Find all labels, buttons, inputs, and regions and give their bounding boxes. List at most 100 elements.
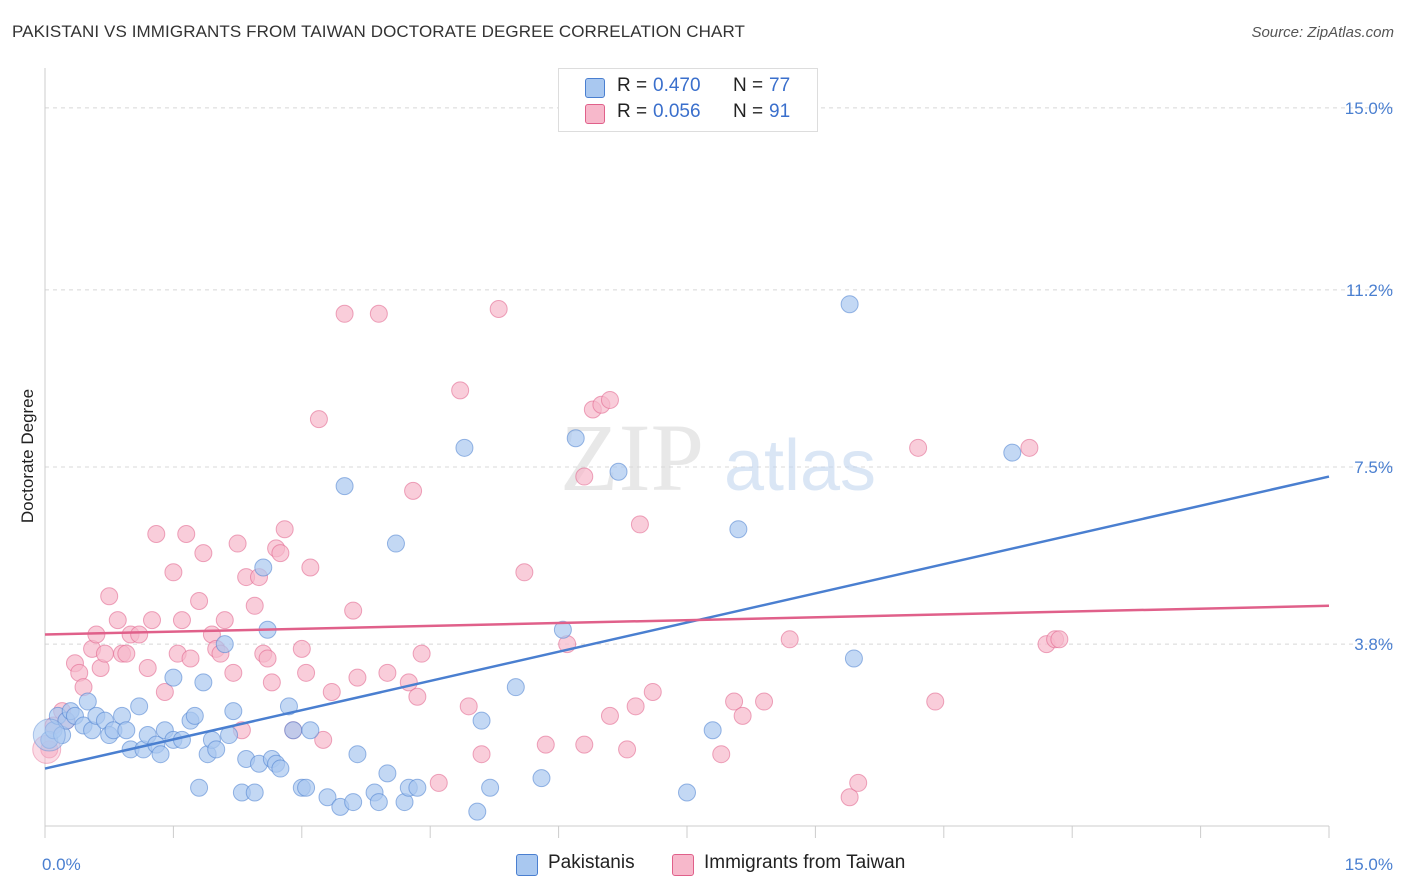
pakistanis-point bbox=[318, 788, 337, 807]
taiwan-point bbox=[630, 515, 649, 534]
taiwan-point bbox=[309, 410, 328, 429]
taiwan-point bbox=[224, 663, 243, 682]
legend-label-taiwan: Immigrants from Taiwan bbox=[704, 852, 906, 873]
taiwan-point bbox=[314, 730, 333, 749]
taiwan-point bbox=[849, 773, 868, 792]
chart-title: PAKISTANI VS IMMIGRANTS FROM TAIWAN DOCT… bbox=[12, 22, 746, 41]
taiwan-point bbox=[780, 630, 799, 649]
taiwan-point bbox=[348, 668, 367, 687]
taiwan-point bbox=[245, 596, 264, 615]
pakistanis-point bbox=[207, 740, 226, 759]
taiwan-point bbox=[335, 304, 354, 323]
x-tick-label: 15.0% bbox=[1345, 855, 1393, 874]
pakistanis-point bbox=[245, 783, 264, 802]
pakistanis-point bbox=[566, 429, 585, 448]
taiwan-point bbox=[95, 644, 114, 663]
legend-r-value: 0.056 bbox=[653, 101, 701, 122]
pakistanis-point bbox=[194, 673, 213, 692]
taiwan-point bbox=[155, 682, 174, 701]
pakistanis-point bbox=[297, 778, 316, 797]
pakistanis-point bbox=[481, 778, 500, 797]
taiwan-point bbox=[262, 673, 281, 692]
pakistanis-point bbox=[215, 635, 234, 654]
legend-r-value: 0.470 bbox=[653, 75, 701, 96]
taiwan-point bbox=[412, 644, 431, 663]
pakistanis-point bbox=[117, 721, 136, 740]
pakistanis-point bbox=[301, 721, 320, 740]
taiwan-point bbox=[1050, 630, 1069, 649]
taiwan-point bbox=[515, 563, 534, 582]
legend-n-label: N = bbox=[733, 101, 764, 122]
taiwan-point bbox=[190, 592, 209, 611]
taiwan-point bbox=[344, 601, 363, 620]
taiwan-point bbox=[297, 663, 316, 682]
pakistanis-point bbox=[386, 534, 405, 553]
pakistanis-point bbox=[408, 778, 427, 797]
pakistanis-point bbox=[279, 697, 298, 716]
y-tick-label: 3.8% bbox=[1354, 635, 1393, 654]
watermark: ZIP atlas bbox=[560, 404, 876, 511]
taiwan-point bbox=[215, 611, 234, 630]
taiwan-point bbox=[408, 687, 427, 706]
taiwan-point bbox=[489, 299, 508, 318]
taiwan-point bbox=[712, 745, 731, 764]
pakistanis-point bbox=[472, 711, 491, 730]
taiwan-point bbox=[228, 534, 247, 553]
pakistanis-point bbox=[151, 745, 170, 764]
legend-n-value: 77 bbox=[769, 75, 791, 96]
pakistanis-point bbox=[254, 558, 273, 577]
trend-lines bbox=[44, 475, 1330, 770]
y-tick-label: 15.0% bbox=[1345, 99, 1393, 118]
taiwan-point bbox=[733, 706, 752, 725]
watermark-atlas: atlas bbox=[724, 426, 876, 506]
pakistanis-point bbox=[468, 802, 487, 821]
taiwan-point bbox=[181, 649, 200, 668]
taiwan-point bbox=[1020, 438, 1039, 457]
taiwan-point bbox=[536, 735, 555, 754]
pakistanis-point bbox=[609, 462, 628, 481]
y-tick-label: 7.5% bbox=[1354, 458, 1393, 477]
taiwan-point bbox=[143, 611, 161, 630]
taiwan-point bbox=[369, 304, 388, 323]
taiwan-point bbox=[451, 381, 470, 400]
watermark-zip: ZIP bbox=[560, 404, 704, 511]
series-taiwan-points bbox=[32, 299, 1069, 807]
taiwan-point bbox=[378, 663, 397, 682]
pakistanis-point bbox=[344, 793, 363, 812]
taiwan-trend-line bbox=[44, 604, 1330, 636]
legend-swatch-pink bbox=[585, 104, 605, 124]
taiwan-point bbox=[725, 692, 744, 711]
taiwan-point bbox=[275, 520, 294, 539]
legend-swatch-blue bbox=[585, 78, 605, 98]
taiwan-point bbox=[626, 697, 645, 716]
pakistanis-point bbox=[78, 692, 97, 711]
taiwan-point bbox=[404, 481, 423, 500]
pakistanis-point bbox=[369, 793, 388, 812]
taiwan-point bbox=[147, 524, 166, 543]
pakistanis-point bbox=[844, 649, 863, 668]
taiwan-point bbox=[172, 611, 191, 630]
correlation-legend: R = 0.470 N = 77 R = 0.056 N = 91 bbox=[558, 68, 818, 132]
taiwan-point bbox=[575, 467, 594, 486]
pakistanis-point bbox=[348, 745, 367, 764]
axes bbox=[44, 68, 1330, 838]
taiwan-point bbox=[459, 697, 478, 716]
taiwan-point bbox=[840, 788, 859, 807]
pakistanis-point bbox=[378, 764, 397, 783]
legend-n-value: 91 bbox=[769, 101, 791, 122]
pakistanis-point bbox=[553, 620, 572, 639]
pakistanis-point bbox=[840, 295, 859, 314]
legend-r-label: R = bbox=[617, 75, 648, 96]
pakistanis-point bbox=[32, 718, 66, 752]
pakistanis-point bbox=[703, 721, 722, 740]
taiwan-point bbox=[138, 659, 157, 678]
taiwan-point bbox=[643, 682, 662, 701]
taiwan-point bbox=[600, 390, 619, 409]
tick-labels: 3.8% 7.5% 11.2% 15.0% 0.0% 15.0% bbox=[42, 99, 1393, 874]
taiwan-point bbox=[301, 558, 320, 577]
x-tick-label: 0.0% bbox=[42, 855, 81, 874]
taiwan-point bbox=[600, 706, 619, 725]
legend-swatch-blue bbox=[516, 854, 538, 876]
taiwan-point bbox=[117, 644, 136, 663]
legend-label-pakistanis: Pakistanis bbox=[548, 852, 635, 873]
